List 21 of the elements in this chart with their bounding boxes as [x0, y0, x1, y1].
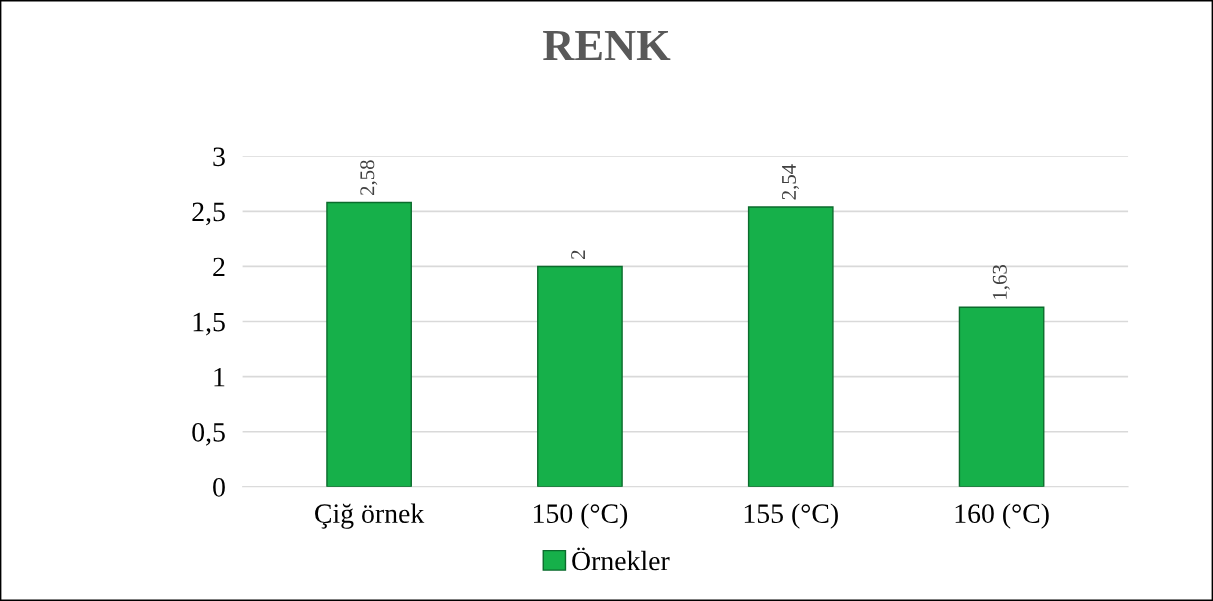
y-tick-label: 2 — [213, 257, 225, 277]
y-tick-label: 0 — [213, 477, 225, 497]
bar — [537, 265, 623, 487]
y-tick-label: 3 — [213, 147, 225, 167]
legend-label: Örnekler — [572, 547, 670, 571]
y-tick-label: 2,5 — [192, 202, 225, 226]
data-label: 2,58 — [360, 160, 378, 196]
x-tick-label: Çiğ örnek — [315, 503, 425, 529]
bar — [747, 206, 834, 487]
y-tick-label: 1 — [214, 367, 225, 387]
bar — [958, 306, 1045, 487]
chart-title: RENK — [543, 31, 671, 61]
x-tick-label: 155 (°C) — [744, 503, 838, 529]
data-label: 2,54 — [781, 164, 799, 200]
x-tick-label: 150 (°C) — [534, 503, 628, 529]
x-tick-label: 160 (°C) — [955, 503, 1049, 529]
data-label: 2 — [571, 250, 585, 259]
y-tick-label: 1,5 — [193, 312, 225, 336]
data-label: 1,63 — [992, 264, 1010, 299]
bar — [326, 201, 412, 487]
y-tick-label: 0,5 — [192, 422, 225, 446]
